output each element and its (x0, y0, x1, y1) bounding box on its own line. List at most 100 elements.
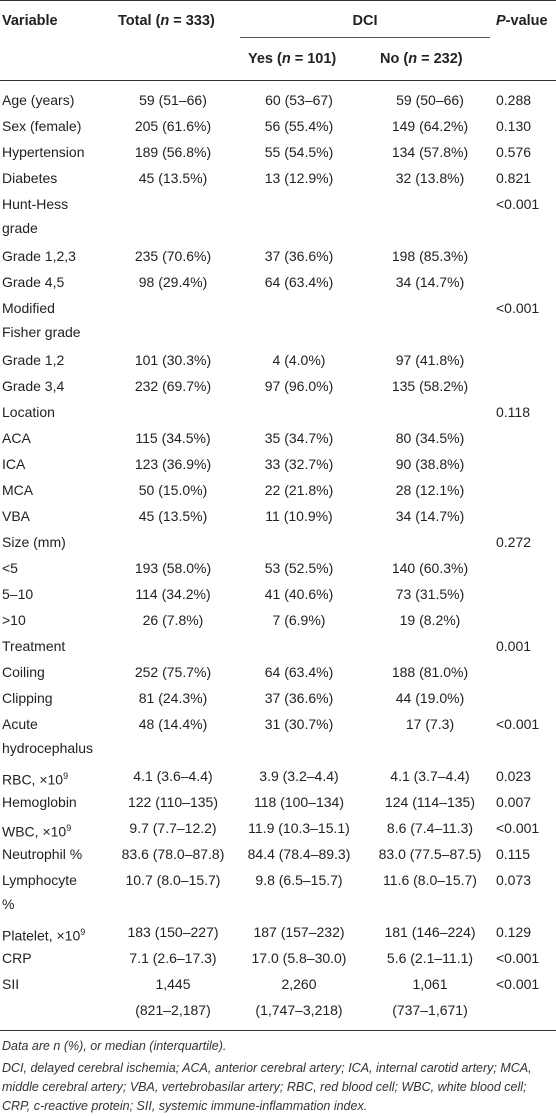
cell-yes: 17.0 (5.8–30.0) (251, 950, 347, 966)
cell-total: 10.7 (8.0–15.7) (125, 872, 221, 888)
cell-no: 140 (60.3%) (391, 560, 469, 576)
cell-variable: MCA (2, 482, 34, 498)
cell-yes: 9.8 (6.5–15.7) (255, 872, 343, 888)
cell-yes: 3.9 (3.2–4.4) (259, 768, 339, 784)
cell-total: 114 (34.2%) (135, 586, 211, 602)
cell-total: 45 (13.5%) (138, 508, 208, 524)
cell-pvalue: 0.288 (496, 92, 532, 108)
cell-no: 188 (81.0%) (391, 664, 469, 680)
cell-no: 34 (14.7%) (395, 274, 465, 290)
cell-yes: 84.4 (78.4–89.3) (247, 846, 351, 862)
cell-variable: Fisher grade (2, 324, 81, 340)
header-yes: Yes (n = 101) (248, 51, 337, 67)
cell-no: 83.0 (77.5–87.5) (378, 846, 482, 862)
cell-total: 50 (15.0%) (138, 482, 208, 498)
cell-pvalue: <0.001 (496, 196, 540, 212)
cell-pvalue: <0.001 (496, 716, 540, 732)
cell-variable: RBC, ×109 (2, 768, 68, 788)
cell-pvalue: 0.115 (496, 846, 530, 862)
cell-pvalue: 0.130 (496, 118, 532, 134)
cell-total: 122 (110–135) (127, 794, 219, 810)
table-top-rule (0, 0, 556, 1)
header-bottom-rule (0, 80, 556, 81)
table-bottom-rule (0, 1030, 556, 1031)
cell-total: 45 (13.5%) (138, 170, 208, 186)
dci-rule (240, 37, 490, 38)
cell-no: 124 (114–135) (384, 794, 476, 810)
cell-variable: <5 (2, 560, 18, 576)
cell-yes: 56 (55.4%) (264, 118, 334, 134)
cell-yes: 60 (53–67) (265, 92, 333, 108)
cell-variable: Modified (2, 300, 55, 316)
cell-no: 8.6 (7.4–11.3) (386, 820, 474, 836)
cell-yes: 4 (4.0%) (272, 352, 326, 368)
cell-no: 80 (34.5%) (395, 430, 465, 446)
cell-total: 205 (61.6%) (134, 118, 212, 134)
cell-total: 4.1 (3.6–4.4) (133, 768, 213, 784)
cell-variable: Treatment (2, 638, 66, 654)
cell-yes: 22 (21.8%) (264, 482, 334, 498)
cell-pvalue: 0.576 (496, 144, 532, 160)
cell-yes: 2,260 (281, 976, 317, 992)
cell-variable: Acute (2, 716, 38, 732)
cell-total: 183 (150–227) (127, 924, 219, 940)
cell-yes: 64 (63.4%) (264, 664, 334, 680)
cell-variable: Platelet, ×109 (2, 924, 85, 944)
cell-pvalue: 0.073 (496, 872, 532, 888)
cell-yes: 31 (30.7%) (264, 716, 334, 732)
cell-yes: 187 (157–232) (253, 924, 345, 940)
header-pvalue: P-value (496, 13, 548, 29)
cell-yes: 11.9 (10.3–15.1) (248, 820, 350, 836)
cell-no: 17 (7.3) (405, 716, 455, 732)
cell-total: 193 (58.0%) (134, 560, 212, 576)
cell-no: 90 (38.8%) (395, 456, 465, 472)
cell-pvalue: 0.007 (496, 794, 532, 810)
cell-yes: 13 (12.9%) (264, 170, 334, 186)
header-dci: DCI (352, 13, 378, 29)
cell-total: 189 (56.8%) (134, 144, 212, 160)
cell-variable: Hypertension (2, 144, 85, 160)
cell-total: 232 (69.7%) (134, 378, 212, 394)
cell-variable: Hunt-Hess (2, 196, 69, 212)
cell-variable: Grade 4,5 (2, 274, 65, 290)
cell-yes: 53 (52.5%) (264, 560, 334, 576)
cell-variable: ICA (2, 456, 26, 472)
cell-pvalue: 0.001 (496, 638, 532, 654)
variable-label: RBC, ×10 (2, 771, 64, 788)
cell-total: 98 (29.4%) (138, 274, 208, 290)
cell-no: 28 (12.1%) (395, 482, 465, 498)
cell-yes: 41 (40.6%) (264, 586, 334, 602)
cell-pvalue: <0.001 (496, 300, 540, 316)
cell-yes: 7 (6.9%) (272, 612, 326, 628)
cell-yes: 33 (32.7%) (264, 456, 334, 472)
cell-variable: Size (mm) (2, 534, 66, 550)
cell-no: 181 (146–224) (384, 924, 476, 940)
variable-label: Platelet, ×10 (2, 927, 81, 944)
variable-label: WBC, ×10 (2, 823, 67, 840)
cell-pvalue: 0.821 (496, 170, 532, 186)
cell-yes: 118 (100–134) (253, 794, 345, 810)
cell-pvalue: 0.023 (496, 768, 532, 784)
cell-no: 59 (50–66) (396, 92, 464, 108)
cell-total: 252 (75.7%) (134, 664, 212, 680)
cell-no: 32 (13.8%) (395, 170, 465, 186)
cell-variable: Location (2, 404, 55, 420)
cell-no: 11.6 (8.0–15.7) (383, 872, 477, 888)
cell-no: 97 (41.8%) (395, 352, 465, 368)
cell-yes: 37 (36.6%) (264, 690, 334, 706)
exponent: 9 (66, 823, 72, 833)
cell-yes: 64 (63.4%) (264, 274, 334, 290)
cell-total: 59 (51–66) (139, 92, 207, 108)
cell-variable: hydrocephalus (2, 740, 94, 756)
cell-variable: Sex (female) (2, 118, 82, 134)
cell-total: 235 (70.6%) (134, 248, 212, 264)
header-variable: Variable (2, 13, 58, 29)
cell-total: 81 (24.3%) (138, 690, 208, 706)
header-total: Total (n = 333) (118, 13, 215, 29)
cell-variable: Age (years) (2, 92, 75, 108)
cell-pvalue: <0.001 (496, 976, 540, 992)
cell-no: 134 (57.8%) (391, 144, 469, 160)
cell-total: 101 (30.3%) (134, 352, 212, 368)
cell-variable: Coiling (2, 664, 45, 680)
